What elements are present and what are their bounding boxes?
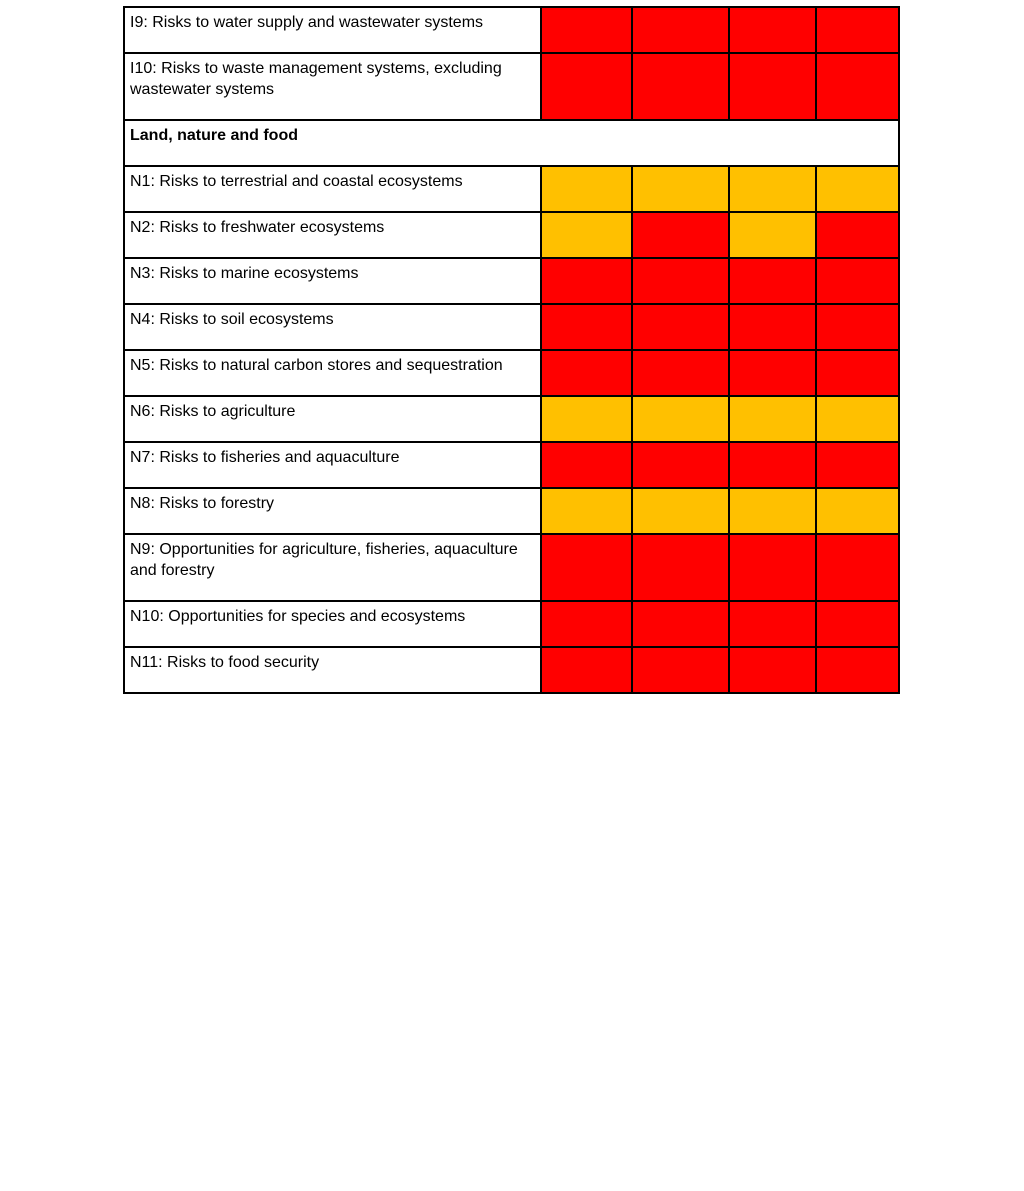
rating-cell-red: [815, 602, 898, 646]
risk-label: N2: Risks to freshwater ecosystems: [125, 213, 542, 257]
rating-cell-amber: [631, 397, 728, 441]
risk-row: N10: Opportunities for species and ecosy…: [125, 600, 898, 646]
risk-label: N9: Opportunities for agriculture, fishe…: [125, 535, 542, 600]
rating-cell-red: [727, 8, 816, 52]
rating-cell-red: [815, 213, 898, 257]
risk-row: N2: Risks to freshwater ecosystems: [125, 211, 898, 257]
rating-cell-amber: [815, 167, 898, 211]
rating-cell-red: [542, 259, 632, 303]
risk-label: N5: Risks to natural carbon stores and s…: [125, 351, 542, 395]
rating-cell-red: [815, 648, 898, 692]
rating-cell-red: [631, 54, 728, 119]
rating-cell-red: [727, 305, 816, 349]
rating-cell-red: [727, 535, 816, 600]
rating-cell-red: [542, 602, 632, 646]
risk-label: N8: Risks to forestry: [125, 489, 542, 533]
rating-cell-red: [727, 259, 816, 303]
risk-label: N1: Risks to terrestrial and coastal eco…: [125, 167, 542, 211]
rating-cell-red: [542, 443, 632, 487]
rating-cell-red: [631, 648, 728, 692]
risk-row: N5: Risks to natural carbon stores and s…: [125, 349, 898, 395]
risk-label: I9: Risks to water supply and wastewater…: [125, 8, 542, 52]
risk-label: I10: Risks to waste management systems, …: [125, 54, 542, 119]
rating-cell-red: [727, 351, 816, 395]
rating-cell-red: [542, 54, 632, 119]
rating-cell-amber: [727, 213, 816, 257]
risk-row: I9: Risks to water supply and wastewater…: [125, 8, 898, 52]
rating-cell-red: [631, 602, 728, 646]
rating-cell-red: [542, 535, 632, 600]
rating-cell-amber: [727, 397, 816, 441]
rating-cell-amber: [815, 489, 898, 533]
risk-label: N7: Risks to fisheries and aquaculture: [125, 443, 542, 487]
rating-cell-amber: [542, 489, 632, 533]
section-header-row: Land, nature and food: [125, 119, 898, 165]
risk-label: N4: Risks to soil ecosystems: [125, 305, 542, 349]
rating-cell-red: [727, 602, 816, 646]
risk-row: N11: Risks to food security: [125, 646, 898, 692]
rating-cell-amber: [815, 397, 898, 441]
rating-cell-red: [815, 54, 898, 119]
rating-cell-red: [631, 443, 728, 487]
risk-row: I10: Risks to waste management systems, …: [125, 52, 898, 119]
section-header-label: Land, nature and food: [125, 121, 898, 165]
rating-cell-red: [631, 259, 728, 303]
rating-cell-amber: [542, 397, 632, 441]
rating-cell-red: [631, 351, 728, 395]
rating-cell-red: [815, 305, 898, 349]
rating-cell-red: [727, 443, 816, 487]
risk-row: N8: Risks to forestry: [125, 487, 898, 533]
rating-cell-amber: [631, 489, 728, 533]
rating-cell-red: [631, 213, 728, 257]
rating-cell-red: [631, 8, 728, 52]
risk-label: N10: Opportunities for species and ecosy…: [125, 602, 542, 646]
risk-row: N9: Opportunities for agriculture, fishe…: [125, 533, 898, 600]
rating-cell-red: [815, 535, 898, 600]
risk-row: N4: Risks to soil ecosystems: [125, 303, 898, 349]
rating-cell-red: [542, 305, 632, 349]
rating-cell-red: [727, 648, 816, 692]
rating-cell-amber: [542, 167, 632, 211]
rating-cell-red: [815, 443, 898, 487]
rating-cell-red: [542, 351, 632, 395]
rating-cell-red: [815, 259, 898, 303]
risk-row: N1: Risks to terrestrial and coastal eco…: [125, 165, 898, 211]
rating-cell-amber: [727, 489, 816, 533]
risk-label: N3: Risks to marine ecosystems: [125, 259, 542, 303]
rating-cell-red: [815, 8, 898, 52]
rating-cell-amber: [542, 213, 632, 257]
rating-cell-red: [542, 8, 632, 52]
rating-cell-red: [815, 351, 898, 395]
risk-label: N6: Risks to agriculture: [125, 397, 542, 441]
rating-cell-amber: [631, 167, 728, 211]
rating-cell-red: [631, 535, 728, 600]
risk-label: N11: Risks to food security: [125, 648, 542, 692]
rating-cell-red: [631, 305, 728, 349]
rating-cell-red: [542, 648, 632, 692]
risk-row: N7: Risks to fisheries and aquaculture: [125, 441, 898, 487]
climate-risk-rating-table: I9: Risks to water supply and wastewater…: [123, 6, 900, 694]
rating-cell-amber: [727, 167, 816, 211]
rating-cell-red: [727, 54, 816, 119]
risk-row: N6: Risks to agriculture: [125, 395, 898, 441]
risk-row: N3: Risks to marine ecosystems: [125, 257, 898, 303]
